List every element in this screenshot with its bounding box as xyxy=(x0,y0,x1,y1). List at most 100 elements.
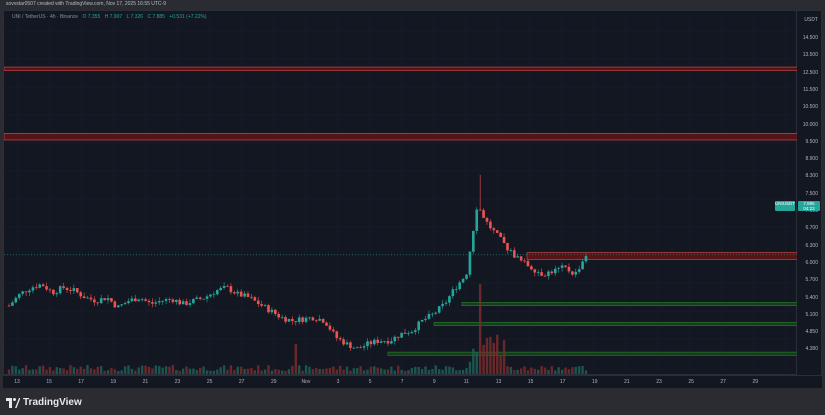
volume-bar xyxy=(502,340,506,374)
symbol-price-tag: UNIUSDT xyxy=(775,201,795,211)
volume-bar xyxy=(76,368,79,374)
time-tick-label: Nov xyxy=(301,379,311,385)
volume-bar xyxy=(407,370,410,374)
candle-body xyxy=(427,314,431,319)
candle-body xyxy=(321,318,325,323)
candle-body xyxy=(99,298,103,304)
candle-body xyxy=(410,331,414,334)
support-zone xyxy=(433,321,798,326)
time-axis[interactable]: 13 15 17 19 21 23 25 27 29 Nov 3 5 7 9 11 13 15 17 19 21 23 2… xyxy=(3,375,822,388)
volume-bar xyxy=(72,367,76,374)
volume-bar xyxy=(59,368,62,374)
volume-bar xyxy=(397,365,400,374)
volume-bar xyxy=(379,368,383,374)
volume-bar xyxy=(219,367,222,374)
candle-body xyxy=(212,294,216,296)
candle-body xyxy=(123,303,127,305)
volume-bar xyxy=(431,368,434,374)
volume-bar xyxy=(301,370,304,374)
volume-bar xyxy=(291,365,294,374)
candlestick-chart[interactable] xyxy=(4,11,798,376)
candle-body xyxy=(250,296,253,298)
candle-body xyxy=(35,287,38,289)
volume-bar xyxy=(537,369,540,374)
price-tick-label: 4.380 xyxy=(805,346,818,353)
volume-bar xyxy=(403,370,407,374)
volume-bar xyxy=(298,365,301,374)
volume-bar xyxy=(212,370,216,374)
candle-body xyxy=(369,341,373,345)
candle-body xyxy=(86,297,89,299)
candle-body xyxy=(386,341,390,344)
candle-body xyxy=(31,287,35,291)
tradingview-logo[interactable]: TradingView xyxy=(6,397,82,408)
volume-bar xyxy=(564,367,567,374)
chart-area[interactable]: UNI / TetherUS · 4h · Binance O 7.355 H … xyxy=(3,10,798,376)
candle-body xyxy=(557,267,560,269)
time-tick-label: 11 xyxy=(463,379,469,385)
price-scale[interactable]: USDT 14.500 13.500 12.500 11.500 10.500 10.00… xyxy=(797,10,822,375)
time-tick-label: 27 xyxy=(238,379,245,385)
volume-bar xyxy=(366,369,369,374)
candle-body xyxy=(226,285,229,287)
time-tick-label: 7 xyxy=(400,379,404,385)
resistance-zone xyxy=(4,66,798,71)
candle-body xyxy=(318,318,321,321)
volume-bar xyxy=(41,365,45,374)
candle-body xyxy=(359,347,362,349)
volume-bar xyxy=(451,367,455,374)
volume-bar xyxy=(543,367,547,374)
volume-bar xyxy=(117,370,120,374)
volume-bar xyxy=(311,369,315,374)
volume-bar xyxy=(373,366,376,374)
candle-body xyxy=(431,313,434,315)
candle-body xyxy=(550,271,554,274)
time-tick-label: 23 xyxy=(656,379,662,385)
candle-body xyxy=(379,341,383,343)
price-tick-label: 7.100 xyxy=(805,208,818,214)
candle-body xyxy=(485,217,489,222)
candle-body xyxy=(161,300,164,302)
candle-body xyxy=(297,317,301,323)
price-tick-label: 5.100 xyxy=(805,311,818,318)
candle-body xyxy=(393,336,397,342)
price-tick-label: 5.400 xyxy=(805,294,818,301)
candle-body xyxy=(403,332,407,334)
price-tick-label: 9.500 xyxy=(805,138,818,145)
volume-bar xyxy=(137,367,140,374)
candle-body xyxy=(144,299,147,301)
candle-body xyxy=(577,269,581,272)
candle-body xyxy=(106,298,110,301)
candle-body xyxy=(233,292,236,294)
candle-body xyxy=(458,282,461,290)
candle-body xyxy=(11,302,14,306)
volume-bar xyxy=(441,369,444,374)
time-tick-label: 19 xyxy=(110,379,117,385)
candle-body xyxy=(482,210,485,218)
candle-body xyxy=(342,339,345,345)
volume-bar xyxy=(229,365,233,374)
candle-body xyxy=(509,250,513,252)
price-tick-label: 5.700 xyxy=(805,277,818,284)
candle-body xyxy=(325,322,328,326)
candle-body xyxy=(58,286,62,294)
resistance-zone xyxy=(4,133,798,141)
candle-body xyxy=(492,228,496,231)
candle-body xyxy=(219,287,222,291)
candle-body xyxy=(55,293,59,295)
volume-bar xyxy=(584,370,588,374)
volume-bar xyxy=(192,368,195,374)
volume-bar xyxy=(482,344,485,374)
candle-body xyxy=(222,285,226,288)
volume-bar xyxy=(557,367,560,374)
volume-bar xyxy=(465,368,468,374)
candle-body xyxy=(62,286,65,288)
candle-body xyxy=(437,306,441,313)
countdown-text: 04:23 xyxy=(803,206,815,211)
price-tick-label: 6.300 xyxy=(805,242,818,249)
volume-bar xyxy=(414,366,417,374)
price-tick-label: 10.000 xyxy=(802,121,818,128)
candle-body xyxy=(21,291,24,294)
candle-body xyxy=(543,275,547,277)
volume-bar xyxy=(260,370,263,374)
